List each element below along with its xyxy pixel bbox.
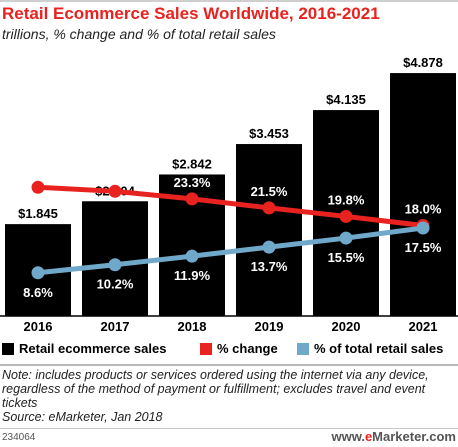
line-pct-change	[37, 184, 424, 228]
chart-title: Retail Ecommerce Sales Worldwide, 2016-2…	[2, 4, 380, 23]
legend-swatch-blue	[297, 342, 309, 355]
x-tick-label-2018: 2018	[178, 319, 207, 334]
bottom-rule	[0, 428, 458, 429]
legend: Retail ecommerce sales % change % of tot…	[0, 341, 458, 361]
data-label-pct-change-2016: 25.6%	[20, 163, 57, 178]
legend-label-pct-total-retail: % of total retail sales	[314, 341, 444, 356]
point-pct-change-2020	[339, 209, 353, 223]
bar-value-label-2021: $4.878	[403, 55, 443, 70]
emarketer-logo[interactable]: www.eMarketer.com	[331, 429, 456, 444]
legend-item-pct-total-retail: % of total retail sales	[297, 341, 443, 356]
chart: $1.8452016$2.3042017$2.8422018$3.4532019…	[0, 55, 458, 334]
point-pct-total-retail-2019	[262, 240, 276, 254]
point-pct-total-retail-2021	[416, 221, 430, 235]
legend-divider	[0, 364, 458, 366]
data-label-pct-change-2020: 19.8%	[328, 192, 365, 207]
legend-label-ecommerce-sales: Retail ecommerce sales	[19, 341, 167, 356]
point-pct-change-2017	[108, 184, 122, 198]
chart-id: 234064	[2, 432, 36, 443]
footnote: Note: includes products or services orde…	[2, 368, 456, 424]
legend-swatch-red	[200, 342, 212, 355]
point-pct-total-retail-2018	[185, 249, 199, 263]
bar-2021	[390, 73, 456, 317]
point-pct-total-retail-2016	[31, 266, 45, 280]
data-label-pct-total-retail-2018: 11.9%	[174, 268, 211, 283]
legend-item-ecommerce-sales: Retail ecommerce sales	[2, 341, 166, 356]
bar-value-label-2018: $2.842	[172, 156, 212, 171]
data-label-pct-total-retail-2017: 10.2%	[97, 277, 134, 292]
x-tick-label-2017: 2017	[101, 319, 130, 334]
data-label-pct-total-retail-2016: 8.6%	[23, 285, 53, 300]
chart-subtitle: trillions, % change and % of total retai…	[2, 26, 276, 42]
data-label-pct-total-retail-2020: 15.5%	[328, 250, 365, 265]
point-pct-change-2016	[31, 180, 45, 194]
data-label-pct-change-2017: 24.8%	[97, 167, 134, 182]
legend-item-pct-change: % change	[200, 341, 278, 356]
data-label-pct-total-retail-2021: 17.5%	[405, 240, 442, 255]
point-pct-change-2019	[262, 201, 276, 215]
top-rule	[0, 0, 458, 2]
bar-value-label-2019: $3.453	[249, 126, 289, 141]
data-label-pct-change-2018: 23.3%	[174, 175, 211, 190]
point-pct-change-2018	[185, 192, 199, 206]
legend-label-pct-change: % change	[217, 341, 278, 356]
bar-2019	[236, 144, 302, 316]
source-text: Source: eMarketer, Jan 2018	[2, 410, 163, 424]
line-pct-total-retail	[37, 225, 424, 276]
x-tick-label-2019: 2019	[255, 319, 284, 334]
note-text: Note: includes products or services orde…	[2, 368, 429, 410]
x-tick-label-2020: 2020	[332, 319, 361, 334]
x-tick-label-2016: 2016	[24, 319, 53, 334]
data-label-pct-change-2019: 21.5%	[251, 184, 288, 199]
bar-value-label-2020: $4.135	[326, 92, 366, 107]
data-label-pct-change-2021: 18.0%	[405, 202, 442, 217]
legend-swatch-black	[2, 342, 14, 355]
bar-value-label-2016: $1.845	[18, 206, 58, 221]
point-pct-total-retail-2017	[108, 258, 122, 272]
x-tick-label-2021: 2021	[409, 319, 438, 334]
data-label-pct-total-retail-2019: 13.7%	[251, 259, 288, 274]
point-pct-total-retail-2020	[339, 231, 353, 245]
